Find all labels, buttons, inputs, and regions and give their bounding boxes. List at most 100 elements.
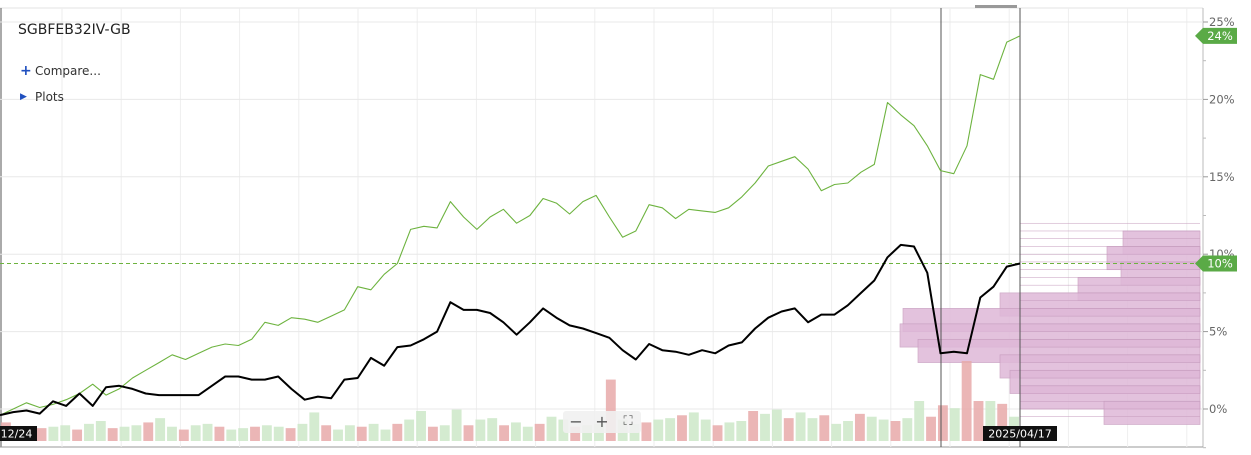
volume-bar: [238, 428, 249, 441]
volume-bar: [463, 425, 474, 441]
volume-bar: [760, 413, 770, 441]
volume-bar: [677, 415, 687, 441]
volume-bar: [688, 412, 699, 441]
volume-bar: [60, 425, 71, 441]
volume-bar: [771, 409, 782, 441]
volume-profile-bar: [1103, 400, 1201, 425]
plots-toggle[interactable]: ▶ Plots: [20, 90, 64, 104]
volume-bar: [344, 425, 355, 441]
zoom-controls: − + ⛶: [563, 411, 641, 433]
x-start-label: 12/24: [0, 426, 37, 441]
volume-bar: [890, 421, 901, 441]
volume-bar: [902, 418, 913, 441]
scroll-handle: [975, 5, 1017, 8]
volume-bars: [1, 361, 1019, 441]
volume-bar: [404, 419, 415, 441]
volume-bar: [250, 426, 260, 441]
volume-bar: [807, 418, 818, 441]
x-start-label-bg: [0, 426, 37, 441]
compare-button[interactable]: + Compare...: [20, 63, 101, 79]
horizontal-gridlines: 25% 20% 15% 10% 5% 0%: [0, 15, 1235, 416]
volume-bar: [914, 401, 925, 441]
zoom-out-button[interactable]: −: [569, 412, 583, 431]
green-value-badge-text: 24%: [1207, 29, 1233, 43]
volume-bar: [783, 418, 794, 441]
volume-bar: [356, 426, 367, 441]
volume-profile: [899, 222, 1201, 425]
volume-bar: [748, 411, 759, 441]
series-line-green: [0, 35, 1021, 416]
volume-bar: [522, 426, 533, 441]
volume-bar: [261, 425, 272, 441]
volume-bar: [926, 416, 936, 441]
volume-bar: [665, 418, 676, 441]
volume-bar: [95, 421, 106, 441]
volume-bar: [368, 423, 379, 441]
volume-bar: [36, 428, 47, 441]
volume-bar: [641, 422, 652, 441]
volume-bar: [416, 411, 426, 441]
volume-bar: [155, 418, 166, 441]
volume-bar: [570, 426, 581, 441]
black-value-badge-shape: [1195, 255, 1237, 272]
y-tick-label: 15%: [1209, 170, 1235, 184]
volume-bar: [511, 422, 521, 441]
x-start-label-text: 12/24: [1, 428, 33, 441]
x-end-label-bg: [983, 426, 1057, 441]
y-tick-label: 5%: [1209, 325, 1227, 339]
volume-bar: [534, 423, 545, 441]
x-end-label-text: 2025/04/17: [988, 428, 1051, 441]
volume-bar: [131, 425, 142, 441]
volume-bar: [107, 428, 118, 441]
volume-bar: [487, 418, 498, 441]
volume-bar: [724, 422, 735, 441]
volume-bar: [119, 426, 130, 441]
volume-bar: [333, 429, 343, 441]
volume-bar: [937, 405, 948, 441]
y-tick-label: 25%: [1209, 15, 1235, 29]
volume-bar: [546, 416, 557, 441]
x-end-label: 2025/04/17: [983, 426, 1057, 441]
volume-bar: [736, 421, 747, 441]
volume-bar: [582, 425, 593, 441]
y-tick-label: 20%: [1209, 92, 1235, 106]
y-tick-label: 0%: [1209, 402, 1227, 416]
volume-bar: [854, 413, 865, 441]
volume-bar: [297, 423, 308, 441]
volume-bar: [985, 401, 996, 441]
black-value-badge: 10%: [1195, 255, 1237, 272]
volume-bar: [143, 422, 154, 441]
volume-bar: [214, 426, 225, 441]
volume-bar: [427, 426, 438, 441]
volume-bar: [997, 403, 1008, 441]
volume-bar: [285, 428, 296, 441]
volume-bar: [202, 423, 213, 441]
volume-bar: [605, 379, 616, 441]
volume-bar: [309, 412, 320, 441]
volume-bar: [178, 429, 189, 441]
volume-bar: [475, 419, 486, 441]
volume-bar: [321, 425, 332, 441]
volume-bar: [84, 423, 94, 441]
volume-bar: [973, 401, 984, 441]
volume-bar: [795, 412, 806, 441]
volume-bar: [48, 426, 59, 441]
volume-bar: [190, 425, 201, 441]
zoom-in-button[interactable]: +: [595, 412, 609, 431]
volume-bar: [167, 426, 177, 441]
volume-bar: [451, 409, 462, 441]
caret-right-icon: ▶: [20, 92, 27, 102]
black-value-badge-text: 10%: [1207, 256, 1233, 270]
volume-bar: [72, 429, 83, 441]
volume-bar: [392, 423, 403, 441]
compare-label: Compare...: [35, 64, 101, 78]
plus-icon: +: [20, 63, 32, 79]
series-line-black: [0, 243, 1021, 417]
volume-bar: [843, 421, 853, 441]
volume-bar: [700, 419, 711, 441]
volume-bar: [961, 361, 972, 441]
fit-screen-button[interactable]: ⛶: [623, 414, 633, 429]
green-value-badge: 24%: [1195, 27, 1237, 44]
